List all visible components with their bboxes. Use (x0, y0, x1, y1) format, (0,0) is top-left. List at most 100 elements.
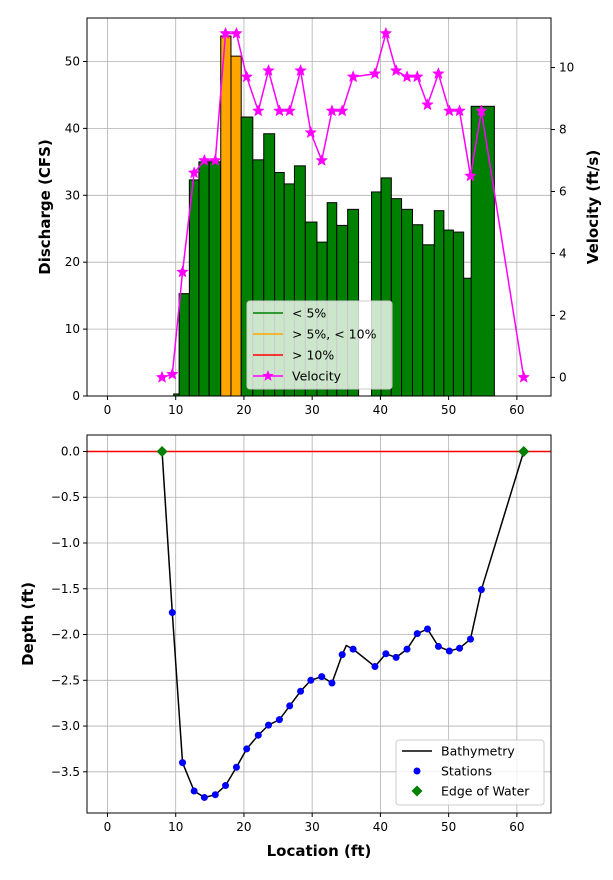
station-point (265, 721, 273, 729)
bottom-legend-label: Edge of Water (441, 784, 530, 799)
station-point (190, 787, 198, 795)
discharge-bar (401, 208, 413, 397)
station-point (328, 679, 336, 687)
top-y2-tick-label: 6 (559, 185, 567, 199)
top-legend: < 5% > 5%, < 10% > 10% Velocity (246, 300, 393, 390)
bottom-y-tick-label: −2.0 (51, 628, 80, 642)
top-y2-ticks: 0 2 4 6 8 10 (551, 61, 574, 384)
station-point (307, 676, 315, 684)
top-y-tick-label: 40 (65, 121, 80, 135)
discharge-bar (178, 293, 190, 397)
station-point (349, 645, 357, 653)
top-x-ticks: 0 10 20 30 40 50 60 (104, 396, 525, 417)
top-y2-tick-label: 2 (559, 308, 567, 322)
bottom-plot-frame (86, 434, 552, 814)
top-legend-label: < 5% (292, 306, 326, 321)
top-y-tick-label: 30 (65, 188, 80, 202)
edge-of-water-marker (156, 445, 168, 457)
velocity-point (315, 153, 329, 166)
station-point (286, 702, 294, 710)
velocity-point (335, 104, 349, 117)
discharge-bar (411, 224, 424, 397)
discharge-bar (452, 231, 465, 397)
bottom-y-tick-label: −3.5 (51, 765, 80, 779)
station-point (297, 687, 305, 695)
station-point (168, 609, 176, 617)
velocity-point (219, 26, 232, 39)
station-point (434, 642, 442, 650)
station-point (179, 759, 187, 767)
station-point (318, 673, 326, 681)
velocity-point (294, 63, 307, 77)
top-y-tick-label: 20 (65, 255, 80, 269)
discharge-velocity-chart: 0 10 20 30 40 50 60 0 10 20 30 40 50 0 2 4 6 8 10 Discha… (36, 17, 602, 417)
station-point (403, 645, 411, 653)
bottom-legend-items: Bathymetry Stations Edge of Water (402, 744, 530, 799)
velocity-point (379, 26, 393, 39)
velocity-point (346, 70, 360, 83)
station-point (413, 630, 421, 638)
bottom-x-tick-label: 20 (236, 820, 251, 834)
top-y2-tick-label: 4 (559, 246, 567, 260)
station-point (371, 663, 379, 671)
bottom-x-ticks: 0 10 20 30 40 50 60 (104, 813, 525, 834)
discharge-bar (198, 161, 210, 397)
station-point (338, 651, 346, 659)
top-y2-tick-label: 8 (559, 123, 567, 137)
top-y2-tick-label: 0 (559, 370, 567, 384)
top-legend-label: > 5%, < 10% (292, 327, 377, 342)
velocity-point (208, 153, 222, 166)
station-point (232, 763, 240, 771)
bottom-legend-label: Stations (441, 764, 492, 779)
velocity-point (464, 169, 477, 182)
velocity-point (240, 70, 254, 83)
top-legend-label: Velocity (292, 369, 342, 384)
velocity-point (432, 67, 445, 80)
velocity-point (410, 70, 424, 83)
station-point (466, 635, 474, 643)
station-point (456, 644, 464, 652)
station-point (423, 625, 431, 633)
bottom-x-tick-label: 40 (373, 820, 388, 834)
station-point (243, 745, 251, 753)
bottom-y-tick-label: −3.0 (51, 719, 80, 733)
bottom-x-tick-label: 10 (168, 820, 183, 834)
bottom-x-tick-label: 30 (305, 820, 320, 834)
velocity-point (230, 26, 243, 39)
velocity-point (262, 63, 275, 77)
velocity-point (421, 98, 434, 111)
bottom-legend-box (395, 739, 545, 806)
station-point (200, 793, 208, 801)
discharge-bar (390, 198, 403, 397)
velocity-point (368, 67, 382, 80)
top-y-tick-label: 10 (65, 322, 80, 336)
top-x-tick-label: 10 (168, 403, 183, 417)
bottom-legend-swatch (411, 785, 423, 797)
top-x-tick-label: 30 (305, 403, 320, 417)
station-point (392, 653, 400, 661)
discharge-bar (208, 161, 222, 397)
top-x-tick-label: 50 (441, 403, 456, 417)
top-y-tick-label: 50 (65, 54, 80, 68)
top-y2-axis-label: Velocity (ft/s) (584, 150, 602, 264)
top-legend-box (246, 300, 393, 390)
velocity-point (155, 370, 169, 383)
velocity-point (475, 104, 488, 117)
velocity-point (517, 370, 531, 383)
station-point (211, 791, 219, 799)
velocity-point (389, 63, 403, 77)
bottom-y-ticks: 0.0 −0.5 −1.0 −1.5 −2.0 −2.5 −3.0 −3.5 (51, 444, 87, 779)
velocity-point (304, 125, 318, 139)
bottom-x-tick-label: 60 (509, 820, 524, 834)
discharge-bar (433, 210, 445, 397)
station-point (445, 647, 453, 655)
velocity-point (165, 367, 179, 380)
top-y-tick-label: 0 (72, 389, 80, 403)
bottom-legend-swatch (413, 767, 421, 775)
velocity-point (453, 104, 466, 117)
bottom-x-tick-label: 50 (441, 820, 456, 834)
velocity-point (187, 166, 201, 179)
station-point (222, 782, 230, 790)
discharge-bar (422, 244, 435, 397)
velocity-point (283, 104, 297, 117)
